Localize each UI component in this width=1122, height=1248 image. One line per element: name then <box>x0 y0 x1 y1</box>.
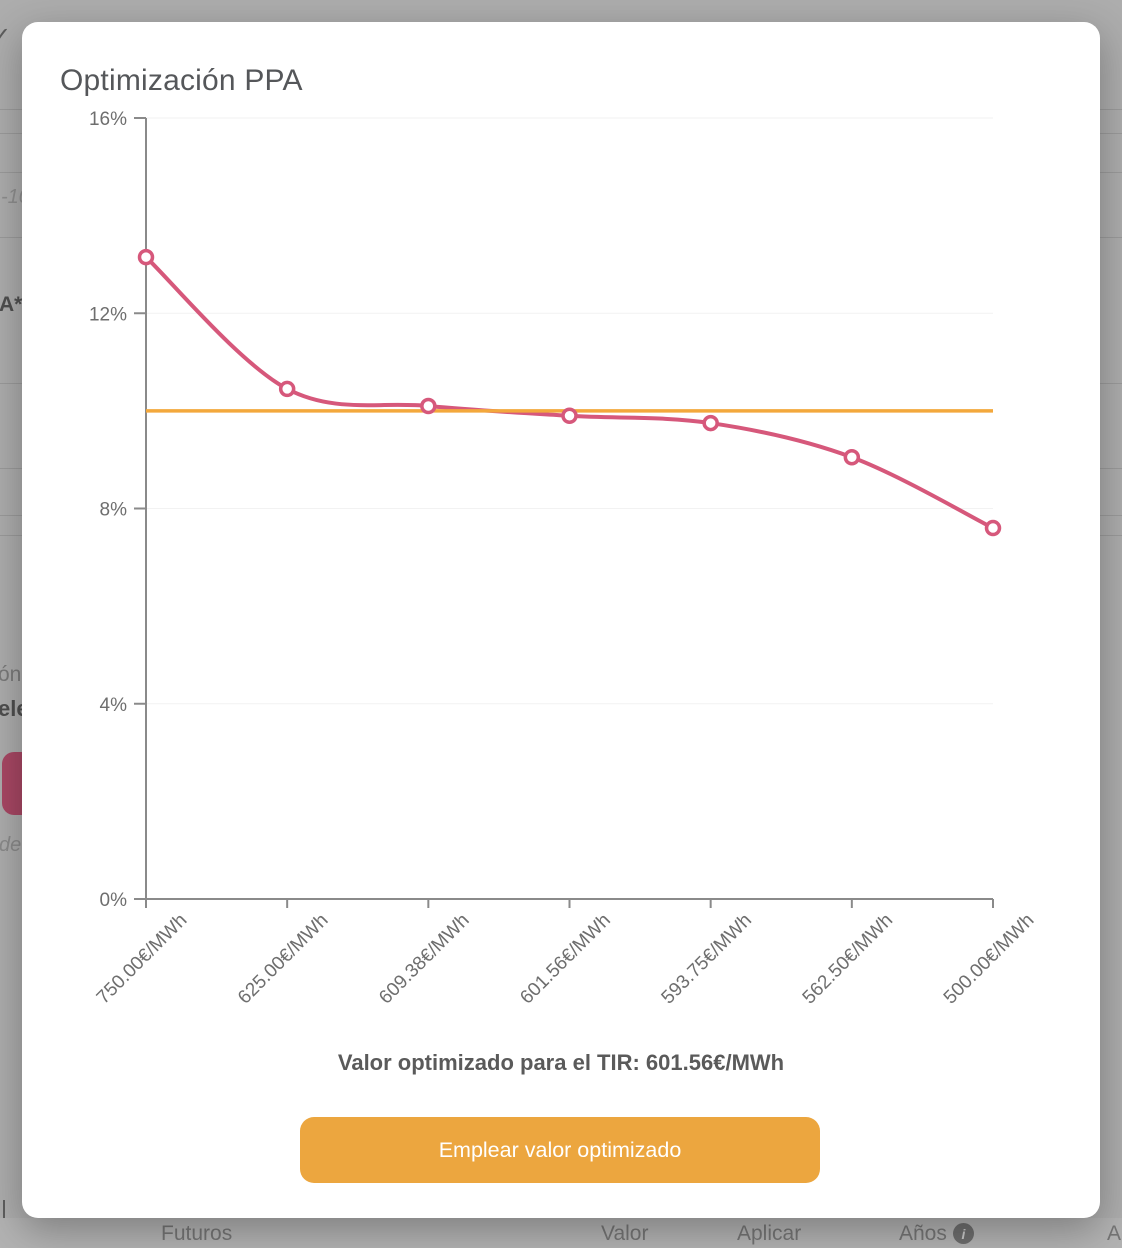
bg-column-valor: Valor <box>601 1222 649 1245</box>
background-left-fragments: ✓ -10 A* ón ele de <box>0 0 22 1248</box>
x-tick-label: 750.00€/MWh <box>93 910 191 1008</box>
bg-check-fragment: ✓ <box>0 23 12 50</box>
bg-text-fragment: ele <box>0 696 22 721</box>
x-tick-label: 625.00€/MWh <box>234 910 332 1008</box>
bg-text-fragment: A* <box>0 293 22 316</box>
data-point <box>702 414 719 432</box>
info-icon: i <box>953 1223 974 1244</box>
x-tick-label: 562.50€/MWh <box>799 910 897 1008</box>
bg-column-futuros: Futuros <box>161 1222 233 1245</box>
bg-text-fragment: A <box>1107 1222 1122 1245</box>
bg-input-border-fragment <box>3 1200 5 1222</box>
bg-column-aplicar: Aplicar <box>737 1222 802 1245</box>
data-point <box>561 407 578 425</box>
data-point <box>137 248 155 266</box>
x-tick-label: 601.56€/MWh <box>516 910 614 1008</box>
data-point <box>420 397 437 415</box>
ppa-optimization-dialog: Optimización PPA 16% 12% 8% 4% 0% 750.00€/MWh… <box>22 22 1100 1218</box>
apply-optimized-value-button[interactable]: Emplear valor optimizado <box>300 1117 820 1183</box>
y-tick-label: 16% <box>89 109 127 130</box>
y-tick-label: 0% <box>100 890 128 911</box>
data-point <box>984 519 1002 537</box>
y-tick-label: 8% <box>100 500 128 521</box>
x-tick-label: 609.38€/MWh <box>375 910 473 1008</box>
background-table-header: Futuros Valor Aplicar Años i A <box>0 1218 1122 1248</box>
x-tick-label: 500.00€/MWh <box>940 910 1038 1008</box>
data-point <box>843 448 861 466</box>
optimized-value-text: Valor optimizado para el TIR: 601.56€/MW… <box>337 1050 785 1075</box>
tir-curve <box>144 255 994 530</box>
x-tick-label: 593.75€/MWh <box>658 910 756 1008</box>
data-point <box>278 380 296 398</box>
bg-text-fragment: ón <box>0 663 22 686</box>
dialog-title: Optimización PPA <box>60 64 303 97</box>
bg-text-fragment: -10 <box>1 186 22 208</box>
bg-pink-button-fragment <box>2 752 22 815</box>
ppa-tir-chart[interactable]: 16% 12% 8% 4% 0%750.00€/MWh 625.00€/MWh 609.38… <box>22 22 1100 1032</box>
bg-column-anos: Años <box>899 1222 947 1245</box>
y-tick-label: 4% <box>100 695 128 716</box>
y-tick-label: 12% <box>89 304 127 325</box>
bg-text-fragment: de <box>0 834 22 856</box>
